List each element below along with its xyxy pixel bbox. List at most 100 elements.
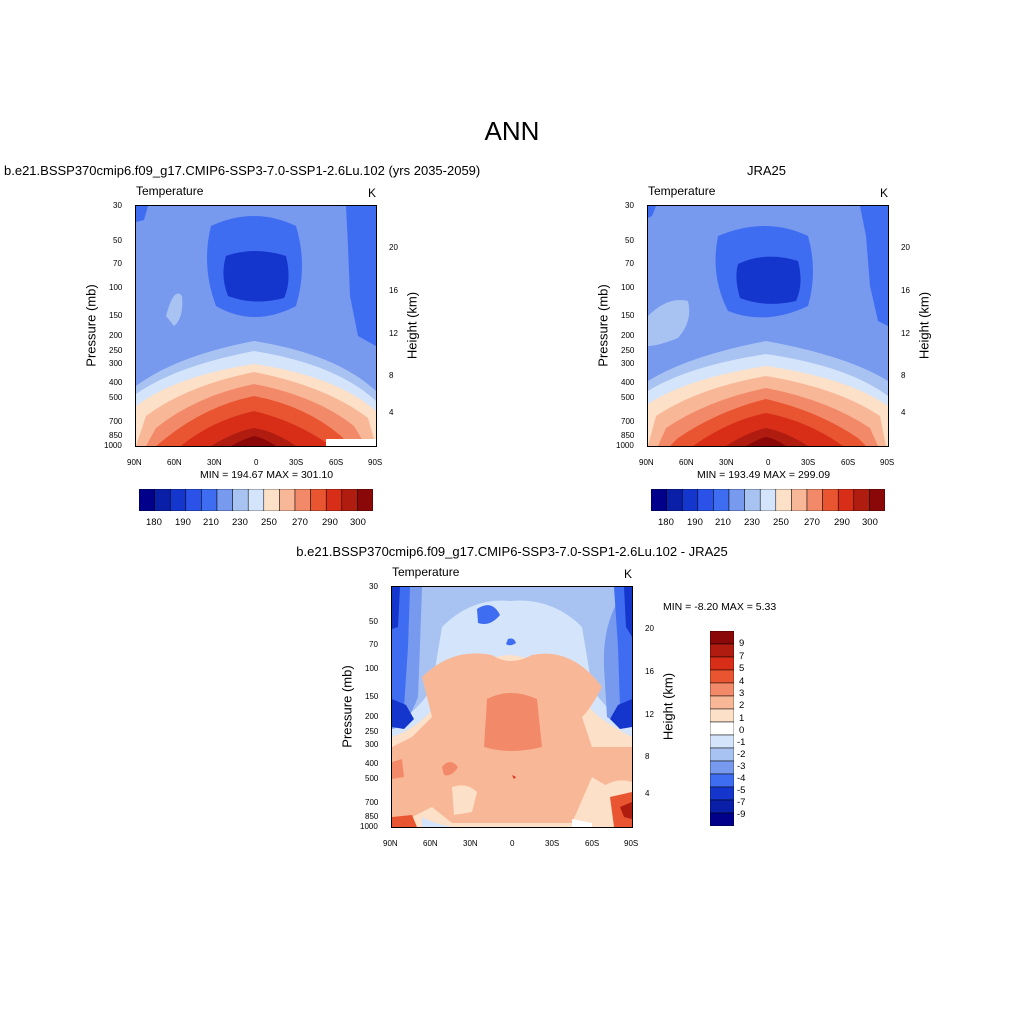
panel2-heading: JRA25: [747, 163, 787, 178]
panel2-xtick: 90S: [880, 458, 895, 467]
panel3-heading: b.e21.BSSP370cmip6.f09_g17.CMIP6-SSP3-7.…: [296, 544, 728, 559]
panel1-ylabel: Pressure (mb): [83, 284, 99, 367]
panel1-ytick: 400: [109, 378, 123, 387]
panel2-cbar-label: 210: [715, 517, 731, 528]
panel2-ytick: 700: [621, 417, 635, 426]
panel1-ytick: 150: [109, 311, 123, 320]
panel1-cbar-label: 250: [261, 517, 277, 528]
panel3-cbar-label: -2: [737, 749, 746, 760]
panel2-xtick: 30N: [719, 458, 734, 467]
panel2-contours: [648, 206, 888, 446]
panel1-ytick: 700: [109, 417, 123, 426]
panel3-cbar-label: 7: [739, 651, 745, 662]
panel3-xtick: 90N: [383, 839, 398, 848]
panel3-xtick: 30N: [463, 839, 478, 848]
panel3-ytick: 500: [365, 774, 379, 783]
panel2-ytick: 250: [621, 346, 635, 355]
panel2-ytick: 300: [621, 359, 635, 368]
panel1-cbar-label: 290: [322, 517, 338, 528]
panel3-ytick: 70: [369, 640, 378, 649]
panel3-cbar-label: -7: [737, 797, 746, 808]
panel2-ylabel: Pressure (mb): [595, 284, 611, 367]
panel2-ytick: 100: [621, 283, 635, 292]
panel2-y2tick: 12: [901, 329, 910, 338]
panel1-xtick: 60S: [329, 458, 344, 467]
panel3-cbar-label: 0: [739, 725, 745, 736]
panel1-cbar-label: 300: [350, 517, 366, 528]
panel3-cbar-label: -5: [737, 785, 746, 796]
panel3-units-label: K: [624, 567, 633, 581]
panel2-cbar-label: 290: [834, 517, 850, 528]
panel2-ytick: 50: [625, 236, 634, 245]
panel1-plot: [135, 205, 377, 447]
panel2-ytick: 200: [621, 331, 635, 340]
panel1-heading: b.e21.BSSP370cmip6.f09_g17.CMIP6-SSP3-7.…: [4, 163, 481, 178]
panel3-y2tick: 8: [645, 752, 650, 761]
panel3-xtick: 30S: [545, 839, 560, 848]
panel3-cbar-label: -3: [737, 761, 746, 772]
panel1-var-label: Temperature: [136, 184, 204, 198]
panel3-y2label: Height (km): [660, 672, 676, 741]
panel3-ytick: 400: [365, 759, 379, 768]
panel1-ytick: 100: [109, 283, 123, 292]
panel2-y2tick: 20: [901, 243, 910, 252]
panel3-y2tick: 16: [645, 667, 654, 676]
panel3-cbar-label: 5: [739, 663, 745, 674]
panel1-colorbar: [139, 489, 373, 511]
panel1-cbar-label: 270: [292, 517, 308, 528]
panel1-ytick: 1000: [104, 441, 122, 450]
panel2-var-label: Temperature: [648, 184, 716, 198]
panel2-xtick: 90N: [639, 458, 654, 467]
panel3-ytick: 1000: [360, 822, 378, 831]
panel3-ytick: 300: [365, 740, 379, 749]
panel1-minmax: MIN = 194.67 MAX = 301.10: [200, 469, 334, 481]
panel1-y2tick: 20: [389, 243, 398, 252]
panel1-ytick: 200: [109, 331, 123, 340]
panel2-cbar-label: 180: [658, 517, 674, 528]
panel3-ytick: 100: [365, 664, 379, 673]
panel3-xtick: 60N: [423, 839, 438, 848]
panel2-cbar-label: 300: [862, 517, 878, 528]
panel2-cbar-label: 190: [687, 517, 703, 528]
panel3-cbar-label: 1: [739, 713, 745, 724]
panel3-y2tick: 12: [645, 710, 654, 719]
panel3-xtick: 60S: [585, 839, 600, 848]
panel3-ytick: 700: [365, 798, 379, 807]
panel2-colorbar-swatches: [651, 489, 885, 511]
panel1-ytick: 250: [109, 346, 123, 355]
panel2-cbar-label: 270: [804, 517, 820, 528]
panel3-plot: [391, 586, 633, 828]
panel3-ytick: 150: [365, 692, 379, 701]
panel2-ytick: 30: [625, 201, 634, 210]
panel3-xtick: 90S: [624, 839, 639, 848]
panel1-xtick: 90S: [368, 458, 383, 467]
panel2-xtick: 30S: [801, 458, 816, 467]
panel1-contours: [136, 206, 376, 446]
panel1-y2tick: 8: [389, 371, 394, 380]
panel3-cbar-label: 2: [739, 700, 745, 711]
panel1-xtick: 0: [254, 458, 259, 467]
panel3-minmax: MIN = -8.20 MAX = 5.33: [663, 601, 777, 613]
panel2-minmax: MIN = 193.49 MAX = 299.09: [697, 469, 831, 481]
panel2-ytick: 150: [621, 311, 635, 320]
panel1-cbar-label: 210: [203, 517, 219, 528]
panel1-y2tick: 16: [389, 286, 398, 295]
panel1-ytick: 50: [113, 236, 122, 245]
panel3-colorbar: [710, 631, 734, 826]
panel3-cbar-label: 3: [739, 688, 745, 699]
panel1-cbar-label: 190: [175, 517, 191, 528]
panel2-cbar-label: 250: [773, 517, 789, 528]
panel2-ytick: 400: [621, 378, 635, 387]
panel1-ytick: 70: [113, 259, 122, 268]
panel2-colorbar: [651, 489, 885, 511]
panel3-cbar-label: -1: [737, 737, 746, 748]
panel1-xtick: 60N: [167, 458, 182, 467]
panel1-xtick: 30N: [207, 458, 222, 467]
panel1-units-label: K: [368, 186, 377, 200]
panel2-xtick: 60S: [841, 458, 856, 467]
panel1-ytick: 30: [113, 201, 122, 210]
panel2-cbar-label: 230: [744, 517, 760, 528]
panel3-xtick: 0: [510, 839, 515, 848]
panel2-y2tick: 8: [901, 371, 906, 380]
panel1-cbar-label: 180: [146, 517, 162, 528]
